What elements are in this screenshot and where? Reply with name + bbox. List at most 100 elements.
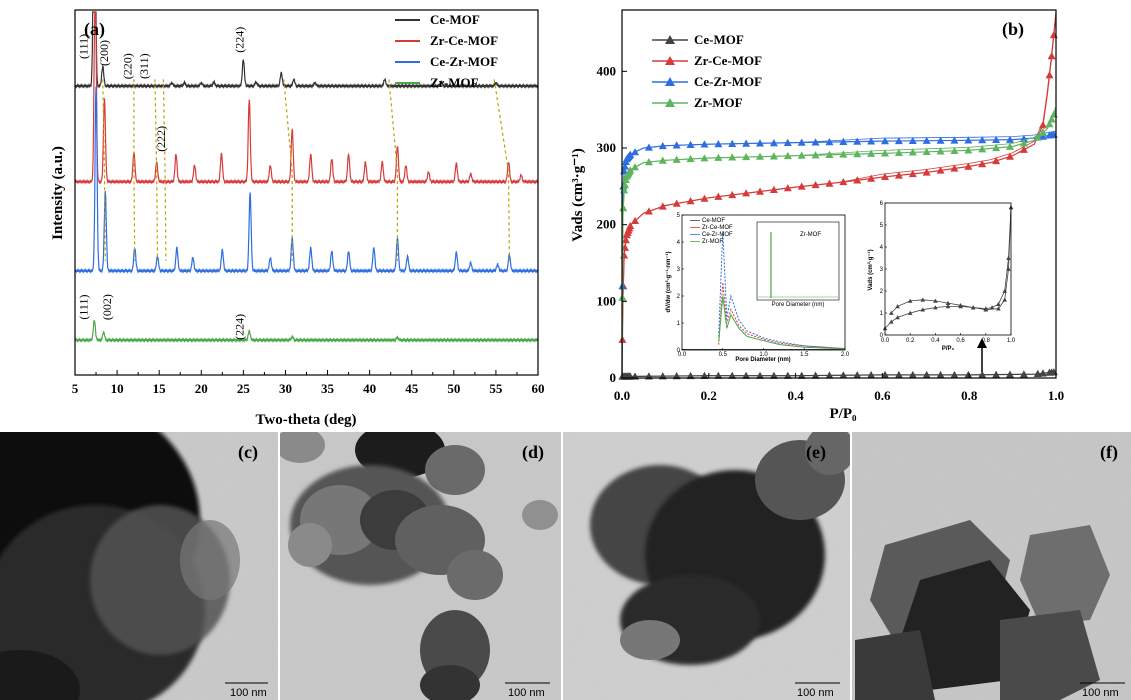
hkl-label: (220) bbox=[120, 53, 134, 79]
inset-right-ylabel: Vads (cm³·g⁻¹) bbox=[867, 249, 874, 290]
hkl-label: (002) bbox=[100, 294, 114, 320]
data-point bbox=[621, 162, 630, 170]
data-point bbox=[1049, 110, 1058, 118]
data-point bbox=[950, 146, 959, 155]
data-point bbox=[700, 371, 709, 379]
data-point bbox=[853, 150, 862, 158]
data-point bbox=[853, 371, 862, 379]
data-point bbox=[797, 151, 806, 159]
x-tick-label: 60 bbox=[532, 381, 545, 396]
y-tick-label: 200 bbox=[597, 217, 617, 232]
data-point bbox=[1019, 370, 1028, 378]
panel-a-ylabel: Intensity (a.u.) bbox=[50, 146, 66, 240]
inset-point bbox=[970, 305, 976, 310]
data-point bbox=[783, 371, 792, 379]
data-point bbox=[811, 371, 820, 379]
data-point bbox=[908, 148, 917, 156]
data-point bbox=[756, 152, 765, 160]
y-tick-label: 100 bbox=[597, 293, 617, 308]
panel-b-letter: (b) bbox=[1002, 19, 1024, 40]
inset-point bbox=[1006, 266, 1011, 271]
tem-c-scale: 100 nm bbox=[230, 687, 267, 699]
data-point bbox=[1005, 370, 1014, 378]
data-point bbox=[672, 199, 681, 207]
guide-line bbox=[388, 79, 399, 261]
y-tick-label: 400 bbox=[597, 63, 617, 78]
inset-point bbox=[1006, 255, 1011, 260]
data-point bbox=[936, 136, 945, 144]
data-point bbox=[992, 135, 1001, 144]
legend-entry: Ce-Zr-MOF bbox=[694, 74, 762, 89]
data-point bbox=[658, 156, 667, 164]
data-point bbox=[992, 370, 1001, 378]
inset-point bbox=[945, 300, 951, 305]
data-point bbox=[700, 154, 709, 162]
data-point bbox=[1005, 142, 1014, 150]
inset-legend-entry: Zr-Ce-MOF bbox=[702, 225, 733, 231]
x-tick-label: 0.6 bbox=[874, 388, 891, 403]
hkl-label: (111) bbox=[77, 295, 91, 320]
data-point bbox=[728, 371, 737, 379]
data-point bbox=[769, 152, 778, 160]
data-point bbox=[626, 221, 635, 230]
data-point bbox=[922, 147, 931, 156]
y-tick-label: 0 bbox=[610, 370, 617, 385]
inset-point bbox=[989, 305, 995, 310]
panel-b-ylabel: Vads (cm³·g⁻¹) bbox=[570, 148, 586, 241]
tem-panel-e bbox=[563, 432, 850, 700]
data-point bbox=[756, 371, 765, 379]
data-point bbox=[714, 153, 723, 161]
inset-ce-mof-isotherm: 0.0 0.2 0.4 0.6 0.8 1.0 0 1 2 3 4 5 6 P/P₀ Vads (cm³… bbox=[867, 201, 1016, 352]
x-tick-label: 25 bbox=[237, 381, 251, 396]
legend-entry: Zr-MOF bbox=[430, 75, 479, 90]
inset-x-tick-label: 0.2 bbox=[906, 338, 915, 344]
panel-b-frame bbox=[621, 9, 1057, 379]
inset-y-tick-label: 5 bbox=[880, 223, 884, 229]
hkl-label: (224) bbox=[232, 27, 246, 53]
data-point bbox=[1038, 128, 1047, 136]
inset-y-tick-label: 0 bbox=[677, 348, 681, 354]
data-point bbox=[631, 148, 640, 156]
data-point bbox=[811, 151, 820, 159]
legend-entry: Zr-MOF bbox=[694, 95, 743, 110]
inset-point bbox=[933, 305, 938, 310]
inset-point bbox=[889, 310, 894, 315]
data-point bbox=[672, 371, 681, 380]
inset-legend-entry: Ce-Zr-MOF bbox=[702, 232, 733, 238]
inset-legend-entry: Ce-MOF bbox=[702, 218, 725, 224]
data-point bbox=[728, 190, 737, 199]
data-point bbox=[825, 138, 834, 146]
x-tick-label: 15 bbox=[153, 381, 167, 396]
tem-panel-f bbox=[852, 432, 1131, 700]
data-point bbox=[853, 137, 862, 145]
data-point bbox=[908, 169, 917, 178]
data-point bbox=[728, 139, 737, 147]
data-point bbox=[621, 180, 630, 189]
data-point bbox=[992, 156, 1001, 165]
data-point bbox=[950, 136, 959, 144]
inset-y-tick-label: 3 bbox=[677, 267, 681, 273]
series-zr-ce-mof bbox=[618, 10, 1058, 379]
data-point bbox=[728, 153, 737, 161]
data-point bbox=[686, 371, 695, 380]
data-point bbox=[1019, 145, 1028, 153]
data-point bbox=[658, 141, 667, 150]
inset-point bbox=[920, 307, 926, 312]
data-point bbox=[978, 136, 987, 144]
data-point bbox=[686, 154, 695, 163]
inset-point bbox=[1002, 297, 1007, 302]
data-point bbox=[1005, 135, 1014, 143]
tem-f-letter: (f) bbox=[1100, 442, 1118, 463]
inset-arrow bbox=[977, 338, 987, 372]
inset-point bbox=[907, 310, 913, 315]
data-point bbox=[714, 371, 723, 379]
tem-e-letter: (e) bbox=[806, 442, 826, 463]
data-point bbox=[839, 150, 848, 158]
inset-x-tick-label: 0.4 bbox=[931, 338, 940, 344]
inset-x-tick-label: 1.0 bbox=[1007, 338, 1016, 344]
data-point bbox=[742, 189, 751, 197]
data-point bbox=[867, 149, 876, 157]
data-point bbox=[881, 137, 890, 145]
data-point bbox=[950, 370, 959, 379]
